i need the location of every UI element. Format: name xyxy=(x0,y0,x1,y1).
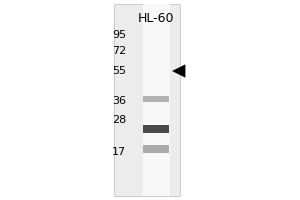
Text: 55: 55 xyxy=(112,66,126,76)
Text: 17: 17 xyxy=(112,147,126,157)
Text: 36: 36 xyxy=(112,96,126,106)
Bar xyxy=(143,145,169,153)
Text: 28: 28 xyxy=(112,115,126,125)
Bar xyxy=(143,96,169,102)
Text: 72: 72 xyxy=(112,46,126,56)
Text: HL-60: HL-60 xyxy=(138,12,174,25)
Polygon shape xyxy=(172,65,185,77)
Bar xyxy=(142,4,170,196)
Bar xyxy=(114,4,180,196)
Bar xyxy=(143,125,169,133)
Text: 95: 95 xyxy=(112,30,126,40)
